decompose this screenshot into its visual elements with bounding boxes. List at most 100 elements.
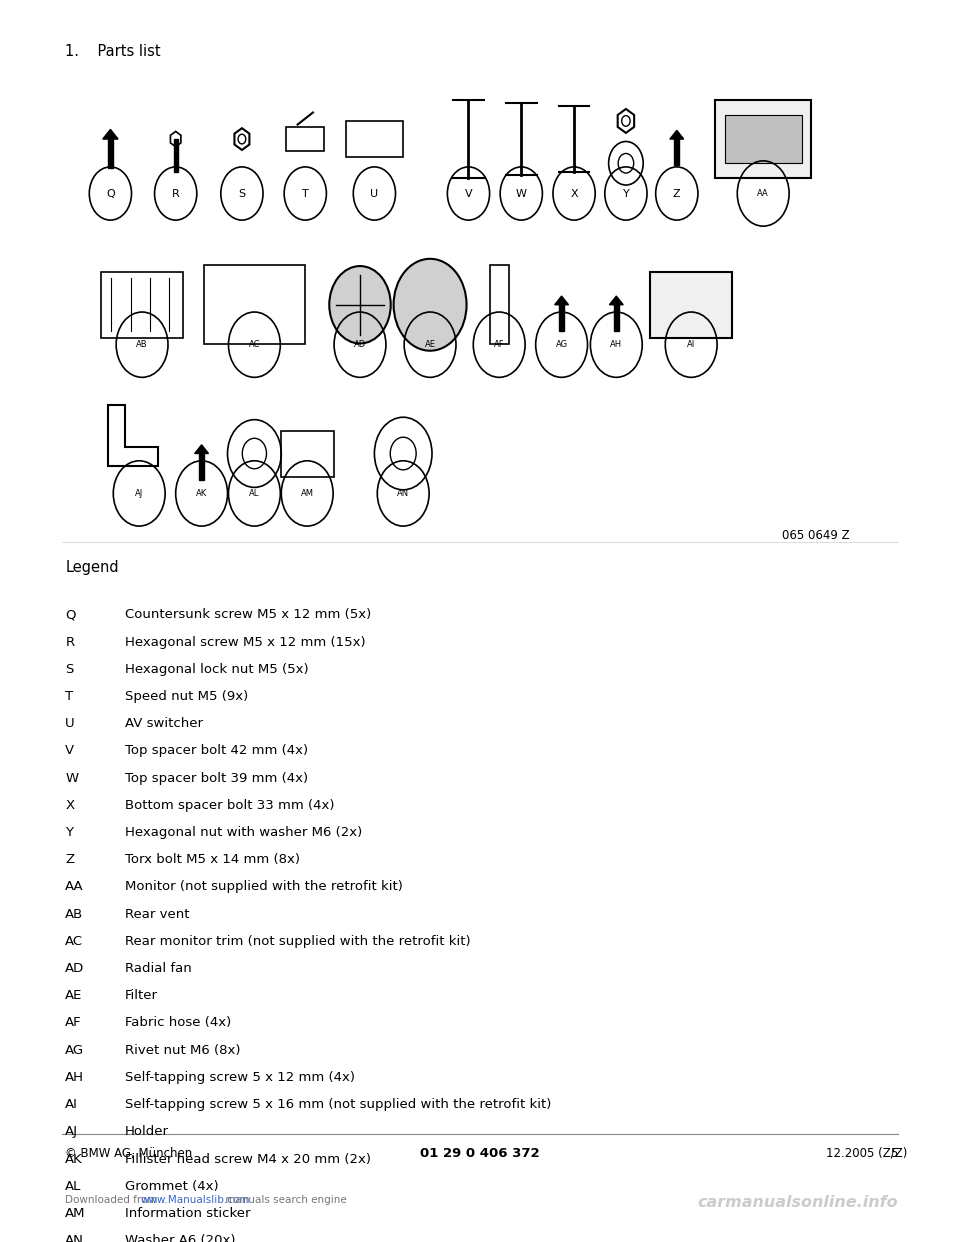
Text: V: V <box>65 744 75 758</box>
Polygon shape <box>555 296 568 304</box>
Text: Legend: Legend <box>65 560 119 575</box>
Text: AG: AG <box>556 340 567 349</box>
Text: Self-tapping screw 5 x 12 mm (4x): Self-tapping screw 5 x 12 mm (4x) <box>125 1071 355 1084</box>
Text: AM: AM <box>65 1207 85 1220</box>
Text: V: V <box>465 189 472 199</box>
Text: Top spacer bolt 42 mm (4x): Top spacer bolt 42 mm (4x) <box>125 744 308 758</box>
Bar <box>725 116 802 163</box>
Text: Washer A6 (20x): Washer A6 (20x) <box>125 1235 235 1242</box>
Text: carmanualsonline.info: carmanualsonline.info <box>697 1195 898 1210</box>
Text: AD: AD <box>65 963 84 975</box>
Text: AD: AD <box>354 340 366 349</box>
Bar <box>674 139 680 165</box>
Text: Top spacer bolt 39 mm (4x): Top spacer bolt 39 mm (4x) <box>125 771 308 785</box>
Text: 1.    Parts list: 1. Parts list <box>65 43 161 58</box>
Circle shape <box>329 266 391 344</box>
Polygon shape <box>670 130 684 139</box>
Text: U: U <box>65 717 75 730</box>
Text: AF: AF <box>65 1016 82 1030</box>
Text: AL: AL <box>250 489 259 498</box>
Text: AN: AN <box>397 489 409 498</box>
Polygon shape <box>195 445 208 453</box>
Text: manuals search engine: manuals search engine <box>222 1195 347 1205</box>
Text: Y: Y <box>622 189 630 199</box>
Text: Filter: Filter <box>125 990 157 1002</box>
Text: R: R <box>65 636 75 648</box>
Polygon shape <box>610 296 623 304</box>
Text: Q: Q <box>106 189 115 199</box>
Text: AV switcher: AV switcher <box>125 717 203 730</box>
Text: Radial fan: Radial fan <box>125 963 192 975</box>
Bar <box>651 272 732 338</box>
Text: AB: AB <box>65 908 84 920</box>
Text: Rivet nut M6 (8x): Rivet nut M6 (8x) <box>125 1043 240 1057</box>
Text: Rear vent: Rear vent <box>125 908 189 920</box>
Text: Z: Z <box>673 189 681 199</box>
Text: 065 0649 Z: 065 0649 Z <box>782 529 850 542</box>
Bar <box>280 431 334 477</box>
Bar <box>204 266 305 344</box>
Text: Hexagonal screw M5 x 12 mm (15x): Hexagonal screw M5 x 12 mm (15x) <box>125 636 366 648</box>
Text: AA: AA <box>65 881 84 893</box>
Text: Hexagonal nut with washer M6 (2x): Hexagonal nut with washer M6 (2x) <box>125 826 362 840</box>
Text: AA: AA <box>757 189 769 197</box>
Polygon shape <box>103 129 118 139</box>
Text: S: S <box>238 189 246 199</box>
Text: AC: AC <box>249 340 260 349</box>
Text: Q: Q <box>65 609 76 621</box>
Text: © BMW AG, München: © BMW AG, München <box>65 1146 193 1160</box>
Text: Fabric hose (4x): Fabric hose (4x) <box>125 1016 231 1030</box>
Text: AI: AI <box>687 340 695 349</box>
Text: R: R <box>172 189 180 199</box>
Text: Countersunk screw M5 x 12 mm (5x): Countersunk screw M5 x 12 mm (5x) <box>125 609 372 621</box>
Text: Self-tapping screw 5 x 16 mm (not supplied with the retrofit kit): Self-tapping screw 5 x 16 mm (not suppli… <box>125 1098 551 1112</box>
Text: Y: Y <box>65 826 73 840</box>
Text: X: X <box>570 189 578 199</box>
Text: AE: AE <box>424 340 436 349</box>
Text: AI: AI <box>65 1098 78 1112</box>
Text: 01 29 0 406 372: 01 29 0 406 372 <box>420 1146 540 1160</box>
Text: W: W <box>516 189 527 199</box>
Text: Bottom spacer bolt 33 mm (4x): Bottom spacer bolt 33 mm (4x) <box>125 799 334 812</box>
Bar <box>346 120 403 158</box>
Text: Grommet (4x): Grommet (4x) <box>125 1180 219 1192</box>
Text: Speed nut M5 (9x): Speed nut M5 (9x) <box>125 691 248 703</box>
Text: AM: AM <box>300 489 314 498</box>
Text: Rear monitor trim (not supplied with the retrofit kit): Rear monitor trim (not supplied with the… <box>125 935 470 948</box>
Bar <box>199 453 204 479</box>
Text: AN: AN <box>65 1235 84 1242</box>
Text: Downloaded from: Downloaded from <box>65 1195 161 1205</box>
Bar <box>108 139 113 168</box>
Text: X: X <box>65 799 75 812</box>
Text: AB: AB <box>136 340 148 349</box>
Text: Monitor (not supplied with the retrofit kit): Monitor (not supplied with the retrofit … <box>125 881 402 893</box>
Text: Z: Z <box>65 853 75 866</box>
Bar <box>613 304 619 330</box>
Text: S: S <box>65 663 74 676</box>
Text: AG: AG <box>65 1043 84 1057</box>
Circle shape <box>394 258 467 350</box>
Text: T: T <box>65 691 73 703</box>
Text: AH: AH <box>65 1071 84 1084</box>
Bar <box>715 99 811 179</box>
Text: AE: AE <box>65 990 83 1002</box>
Text: Torx bolt M5 x 14 mm (8x): Torx bolt M5 x 14 mm (8x) <box>125 853 300 866</box>
Text: AJ: AJ <box>135 489 143 498</box>
Text: AF: AF <box>493 340 505 349</box>
Text: Information sticker: Information sticker <box>125 1207 251 1220</box>
Text: U: U <box>371 189 378 199</box>
Text: Fillister head screw M4 x 20 mm (2x): Fillister head screw M4 x 20 mm (2x) <box>125 1153 371 1165</box>
Text: T: T <box>301 189 309 199</box>
Bar <box>490 266 509 344</box>
Text: AC: AC <box>65 935 84 948</box>
Text: AH: AH <box>611 340 622 349</box>
Text: 12.2005 (Z/Z): 12.2005 (Z/Z) <box>826 1146 907 1160</box>
Bar <box>286 127 324 152</box>
Bar <box>174 139 178 171</box>
Text: W: W <box>65 771 79 785</box>
Text: 5: 5 <box>890 1146 898 1160</box>
Text: AJ: AJ <box>65 1125 79 1139</box>
Text: Holder: Holder <box>125 1125 169 1139</box>
Text: www.Manualslib.com: www.Manualslib.com <box>140 1195 250 1205</box>
Bar <box>559 304 564 330</box>
